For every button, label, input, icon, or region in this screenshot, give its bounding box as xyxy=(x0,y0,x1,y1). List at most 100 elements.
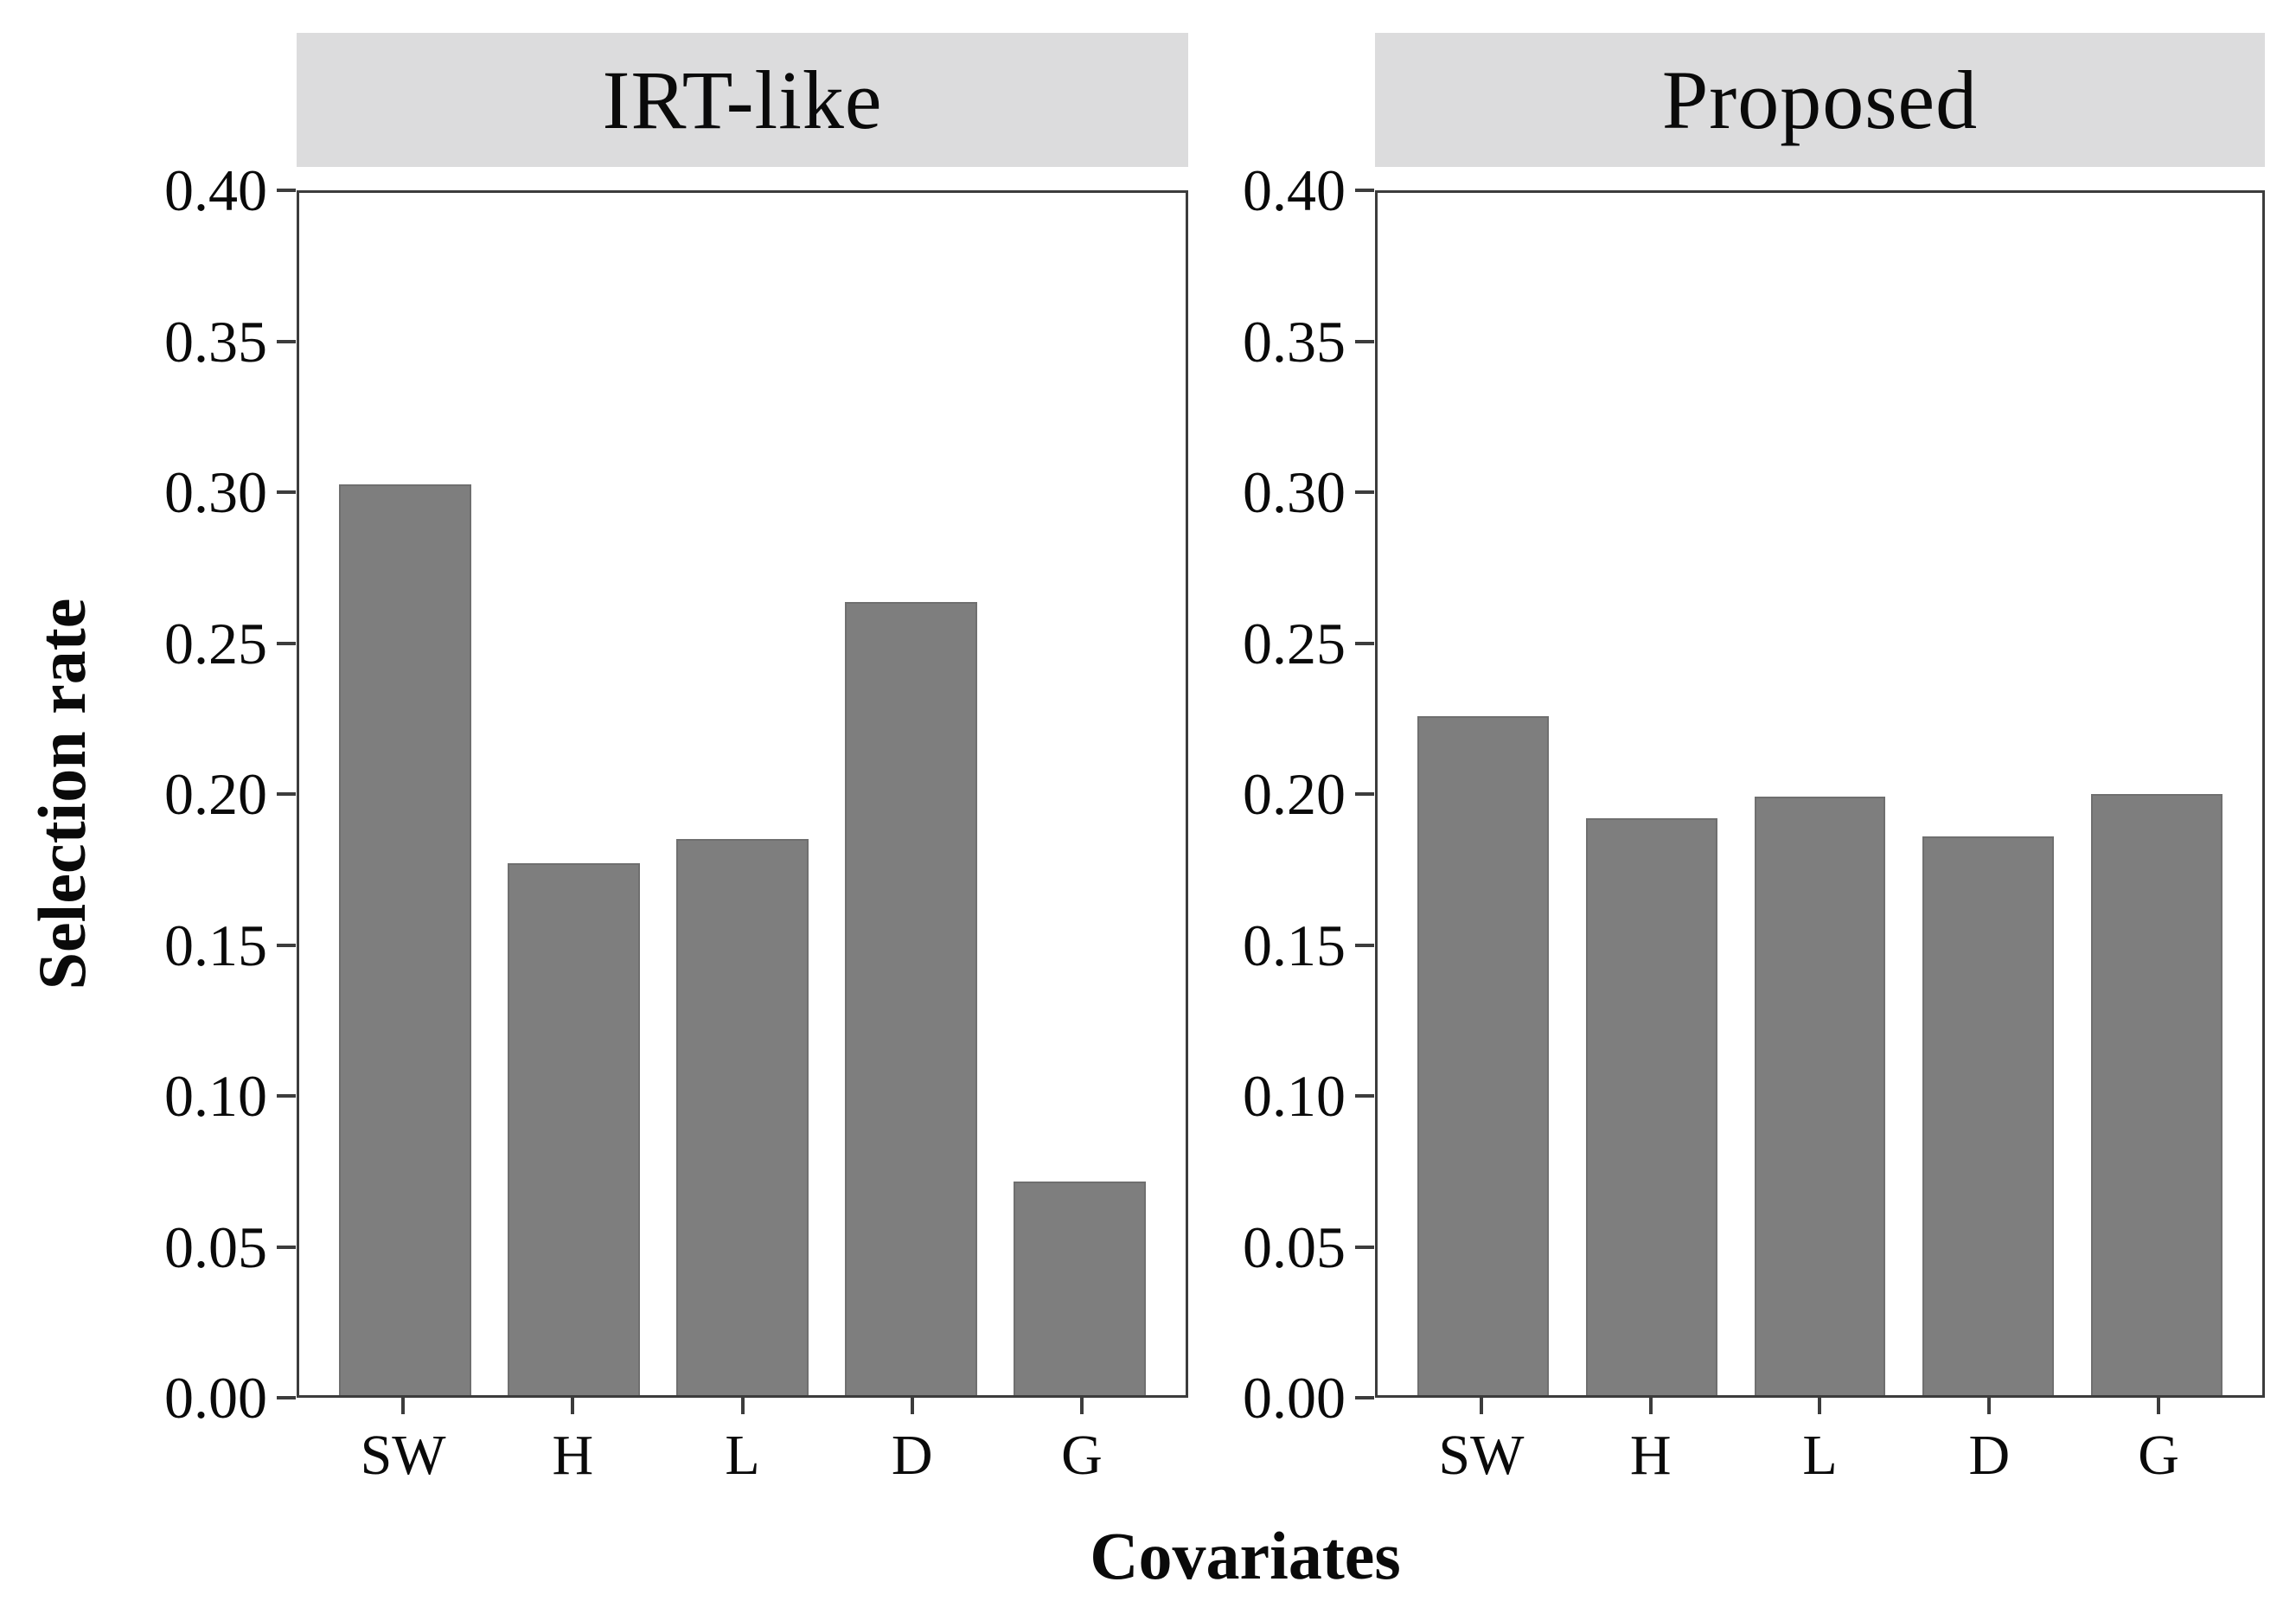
bar-slot-l xyxy=(658,193,827,1395)
y-axis-title: Selection rate xyxy=(24,598,99,990)
x-tick xyxy=(318,1395,488,1414)
x-category-label-sw: SW xyxy=(360,1424,446,1487)
bar-l xyxy=(1754,797,1886,1395)
y-tick-label: 0.00 xyxy=(164,1365,267,1431)
y-tick-label: 0.30 xyxy=(1243,459,1346,525)
x-tick xyxy=(1397,1395,1566,1414)
bar-d xyxy=(845,601,977,1395)
bar-slot-l xyxy=(1736,193,1904,1395)
y-tick-mark xyxy=(277,792,296,796)
bar-h xyxy=(1586,817,1717,1395)
y-tick-mark xyxy=(277,1094,296,1098)
y-tick-mark xyxy=(1355,943,1374,947)
y-tick-label: 0.20 xyxy=(1243,761,1346,827)
panel-irt-like: IRT-like 0.40 0.35 0.30 0.25 0.20 0.15 0.10 0.0… xyxy=(164,0,1188,1614)
y-tick-mark xyxy=(277,189,296,192)
x-tick xyxy=(1736,1395,1905,1414)
y-tick-mark xyxy=(277,339,296,343)
bar-g xyxy=(2090,794,2222,1395)
y-tick-mark xyxy=(277,943,296,947)
x-category-label-h: H xyxy=(1629,1424,1672,1487)
x-tick-mark xyxy=(571,1395,575,1414)
bar-d xyxy=(1922,836,2054,1395)
y-tick-mark xyxy=(1355,641,1374,645)
bar-slot-sw xyxy=(321,193,489,1395)
y-tick-label: 0.20 xyxy=(164,761,267,827)
x-category-label-l: L xyxy=(725,1424,760,1487)
bar-h xyxy=(508,862,640,1395)
x-tick xyxy=(488,1395,657,1414)
x-category-label-d: D xyxy=(891,1424,933,1487)
x-tick xyxy=(2074,1395,2243,1414)
x-category-label-g: G xyxy=(1061,1424,1103,1487)
y-tick-label: 0.00 xyxy=(1243,1365,1346,1431)
bar-slot-g xyxy=(2072,193,2241,1395)
y-tick-mark xyxy=(1355,1396,1374,1399)
bar-slot-d xyxy=(1904,193,2073,1395)
y-tick-label: 0.10 xyxy=(1243,1063,1346,1129)
x-tick-mark xyxy=(1818,1395,1822,1414)
bars-group xyxy=(299,193,1186,1395)
y-tick-mark xyxy=(277,641,296,645)
x-axis-category-labels: SW H L D G xyxy=(1375,1425,2265,1503)
y-tick-label: 0.30 xyxy=(164,459,267,525)
bars-group xyxy=(1378,193,2262,1395)
y-tick-label: 0.40 xyxy=(164,157,267,223)
x-category-label-l: L xyxy=(1802,1424,1838,1487)
x-axis-title: Covariates xyxy=(1090,1518,1401,1593)
panel-title: Proposed xyxy=(1661,53,1979,146)
y-tick-mark xyxy=(277,1245,296,1249)
y-tick-label: 0.10 xyxy=(164,1063,267,1129)
x-tick xyxy=(1904,1395,2074,1414)
bar-slot-h xyxy=(489,193,658,1395)
x-tick-mark xyxy=(2157,1395,2161,1414)
bar-slot-sw xyxy=(1399,193,1568,1395)
x-tick xyxy=(657,1395,827,1414)
x-tick-mark xyxy=(1079,1395,1084,1414)
y-tick-mark xyxy=(277,1396,296,1399)
bar-slot-h xyxy=(1568,193,1736,1395)
panel-proposed: Proposed 0.40 0.35 0.30 0.25 0.20 0.15 0.10 0.0… xyxy=(1243,0,2265,1614)
y-tick-mark xyxy=(1355,490,1374,494)
bar-slot-d xyxy=(827,193,995,1395)
x-tick-mark xyxy=(1987,1395,1992,1414)
y-tick-label: 0.25 xyxy=(1243,610,1346,676)
y-tick-label: 0.35 xyxy=(164,308,267,375)
y-tick-mark xyxy=(1355,1094,1374,1098)
y-tick-label: 0.15 xyxy=(164,912,267,978)
x-tick-mark xyxy=(1479,1395,1483,1414)
y-tick-label: 0.05 xyxy=(1243,1214,1346,1280)
panel-title-strip: Proposed xyxy=(1375,33,2265,167)
x-tick xyxy=(997,1395,1167,1414)
y-tick-label: 0.15 xyxy=(1243,912,1346,978)
y-tick-mark xyxy=(1355,189,1374,192)
y-tick-label: 0.05 xyxy=(164,1214,267,1280)
bar-sw xyxy=(339,484,471,1395)
x-tick-mark xyxy=(401,1395,406,1414)
plot-area xyxy=(1375,190,2265,1398)
panel-title-strip: IRT-like xyxy=(297,33,1188,167)
x-tick xyxy=(828,1395,997,1414)
y-tick-mark xyxy=(1355,792,1374,796)
panel-title: IRT-like xyxy=(602,53,883,146)
y-tick-mark xyxy=(1355,1245,1374,1249)
y-tick-label: 0.35 xyxy=(1243,308,1346,375)
x-category-label-d: D xyxy=(1968,1424,2011,1487)
y-tick-label: 0.25 xyxy=(164,610,267,676)
x-tick xyxy=(1566,1395,1736,1414)
x-category-label-g: G xyxy=(2138,1424,2179,1487)
bar-sw xyxy=(1417,715,1550,1395)
y-tick-mark xyxy=(1355,339,1374,343)
x-category-label-sw: SW xyxy=(1438,1424,1525,1487)
bar-slot-g xyxy=(995,193,1164,1395)
x-tick-mark xyxy=(1648,1395,1653,1414)
x-axis-ticks xyxy=(297,1395,1188,1414)
y-tick-label: 0.40 xyxy=(1243,157,1346,223)
x-category-label-h: H xyxy=(552,1424,594,1487)
bar-l xyxy=(676,839,809,1395)
x-axis-category-labels: SW H L D G xyxy=(297,1425,1188,1503)
bar-g xyxy=(1014,1182,1146,1395)
plot-area xyxy=(297,190,1188,1398)
x-tick-mark xyxy=(740,1395,745,1414)
